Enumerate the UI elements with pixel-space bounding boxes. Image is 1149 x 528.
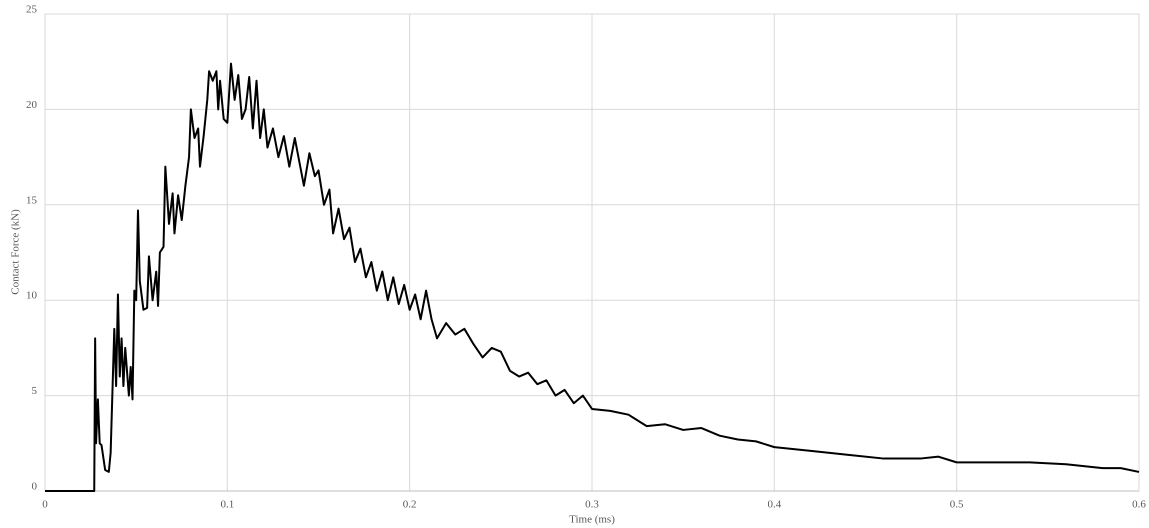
x-tick-label: 0.1 <box>220 499 234 511</box>
x-tick-label: 0.2 <box>403 499 417 511</box>
y-tick-label: 10 <box>26 290 38 302</box>
x-tick-label: 0.5 <box>950 499 964 511</box>
x-axis-label: Time (ms) <box>569 514 615 526</box>
x-tick-label: 0.3 <box>585 499 599 511</box>
x-tick-label: 0.6 <box>1132 499 1146 511</box>
y-tick-label: 15 <box>26 194 38 206</box>
y-tick-label: 0 <box>32 481 38 493</box>
x-tick-label: 0.4 <box>767 499 781 511</box>
y-axis-label: Contact Force (kN) <box>10 209 22 295</box>
data-line <box>45 62 1140 492</box>
y-tick-label: 20 <box>26 99 38 111</box>
y-tick-label: 5 <box>32 385 38 397</box>
x-tick-label: 0 <box>42 499 48 511</box>
y-tick-label: 25 <box>26 4 38 16</box>
